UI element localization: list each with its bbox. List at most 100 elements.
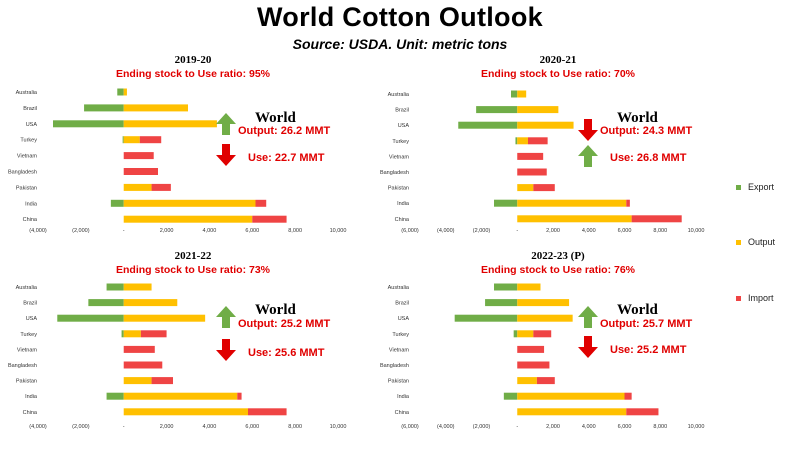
category-label: Brazil: [23, 301, 37, 307]
x-tick-label: 2,000: [160, 424, 174, 430]
x-tick-label: 2,000: [546, 228, 560, 234]
bar-export: [122, 136, 124, 144]
category-label: Bangladesh: [380, 170, 409, 176]
panel-title: 2020-21: [540, 54, 577, 66]
bar-import: [626, 408, 659, 416]
bar-output: [123, 392, 238, 400]
legend-label-import: Import: [748, 293, 774, 303]
x-tick-label: (4,000): [437, 228, 455, 234]
bar-output: [123, 299, 178, 307]
bar-export: [485, 299, 518, 307]
category-label: India: [25, 394, 38, 400]
bar-output: [517, 408, 627, 416]
x-tick-label: 10,000: [330, 228, 347, 234]
x-tick-label: 8,000: [288, 424, 302, 430]
bar-export: [53, 120, 124, 128]
bar-import: [123, 345, 155, 353]
category-label: Vietnam: [389, 347, 409, 353]
x-tick-label: 8,000: [653, 424, 667, 430]
bar-output: [517, 199, 627, 207]
bar-import: [252, 215, 287, 223]
category-label: USA: [26, 122, 38, 128]
bar-output: [517, 106, 559, 114]
x-tick-label: (4,000): [29, 424, 47, 430]
bar-output: [123, 377, 152, 385]
category-label: India: [397, 394, 410, 400]
x-tick-label: (2,000): [473, 424, 491, 430]
x-tick-label: (2,000): [473, 228, 491, 234]
category-label: China: [395, 217, 410, 223]
category-label: Bangladesh: [8, 363, 37, 369]
page-title: World Cotton Outlook: [257, 2, 543, 32]
category-label: China: [395, 410, 410, 416]
legend-label-output: Output: [748, 237, 776, 247]
legend-swatch-export: [736, 185, 741, 190]
panel-title: 2022-23 (P): [531, 250, 585, 262]
x-tick-label: 8,000: [653, 228, 667, 234]
bar-output: [517, 121, 574, 129]
category-label: China: [23, 217, 38, 223]
bar-export: [88, 299, 124, 307]
x-tick-label: 4,000: [582, 228, 596, 234]
x-tick-label: (6,000): [401, 424, 419, 430]
x-tick-label: 10,000: [330, 424, 347, 430]
output-trend-arrow: [216, 113, 236, 135]
bar-import: [517, 152, 544, 160]
bar-output: [517, 314, 573, 322]
bar-import: [517, 168, 547, 176]
output-trend-arrow: [578, 306, 598, 328]
bar-import: [139, 136, 162, 144]
x-tick-label: 10,000: [688, 228, 705, 234]
category-label: Bangladesh: [380, 363, 409, 369]
bar-import: [536, 377, 555, 385]
bar-output: [517, 215, 632, 223]
bar-export: [106, 392, 124, 400]
stock-ratio-label: Ending stock to Use ratio: 70%: [481, 68, 636, 80]
x-tick-label: 6,000: [618, 228, 632, 234]
bar-import: [624, 392, 632, 400]
category-label: India: [25, 201, 38, 207]
bar-output: [123, 314, 206, 322]
legend-swatch-import: [736, 296, 741, 301]
bar-import: [237, 392, 242, 400]
category-label: Vietnam: [17, 154, 37, 160]
category-label: Turkey: [20, 138, 37, 144]
x-tick-label: -: [516, 228, 518, 234]
category-label: USA: [398, 123, 410, 129]
world-label: World: [255, 302, 296, 318]
bar-output: [517, 392, 625, 400]
world-use-label: Use: 25.6 MMT: [248, 347, 325, 359]
bar-export: [84, 104, 124, 112]
bar-import: [151, 377, 173, 385]
category-label: Pakistan: [388, 186, 409, 192]
x-tick-label: 6,000: [245, 424, 259, 430]
x-tick-label: -: [516, 424, 518, 430]
bar-output: [123, 183, 152, 191]
bar-export: [458, 121, 518, 129]
bar-output: [123, 104, 188, 112]
panel-title: 2019-20: [175, 54, 212, 66]
category-label: Australia: [388, 285, 410, 291]
bar-output: [123, 88, 127, 96]
use-trend-arrow: [216, 144, 236, 166]
category-label: Vietnam: [389, 154, 409, 160]
bar-export: [121, 330, 124, 338]
x-tick-label: -: [123, 424, 125, 430]
world-output-label: Output: 26.2 MMT: [238, 125, 331, 137]
bar-output: [517, 330, 534, 338]
category-label: China: [23, 410, 38, 416]
legend-swatch-output: [736, 240, 741, 245]
bar-output: [123, 408, 248, 416]
x-tick-label: (4,000): [29, 228, 47, 234]
x-tick-label: 10,000: [688, 424, 705, 430]
x-tick-label: 6,000: [618, 424, 632, 430]
x-tick-label: 4,000: [203, 228, 217, 234]
bar-import: [517, 361, 550, 369]
x-tick-label: (2,000): [72, 228, 90, 234]
bar-export: [515, 137, 518, 145]
x-tick-label: -: [123, 228, 125, 234]
legend-label-export: Export: [748, 182, 775, 192]
world-use-label: Use: 25.2 MMT: [610, 344, 687, 356]
bar-import: [123, 361, 163, 369]
category-label: Brazil: [395, 108, 409, 114]
